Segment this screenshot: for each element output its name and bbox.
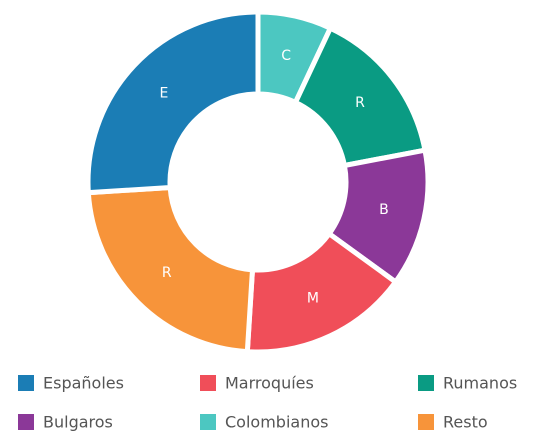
legend-label: Españoles [43, 374, 124, 393]
legend-label: Resto [443, 413, 488, 432]
legend-label: Bulgaros [43, 413, 113, 432]
segment-label: E [160, 86, 169, 102]
legend-swatch [418, 414, 434, 430]
segment-label: R [355, 95, 365, 111]
donut-segment [85, 9, 261, 196]
legend-swatch [18, 414, 34, 430]
legend-label: Colombianos [225, 413, 328, 432]
donut-segment [85, 184, 256, 355]
segment-label: B [379, 202, 389, 218]
legend-swatch [200, 375, 216, 391]
legend-swatch [200, 414, 216, 430]
legend-label: Marroquíes [225, 374, 314, 393]
segment-label: M [307, 291, 319, 307]
legend-swatch [418, 375, 434, 391]
legend-swatch [18, 375, 34, 391]
segment-label: R [162, 265, 172, 281]
legend-label: Rumanos [443, 374, 517, 393]
segment-label: C [281, 48, 291, 64]
